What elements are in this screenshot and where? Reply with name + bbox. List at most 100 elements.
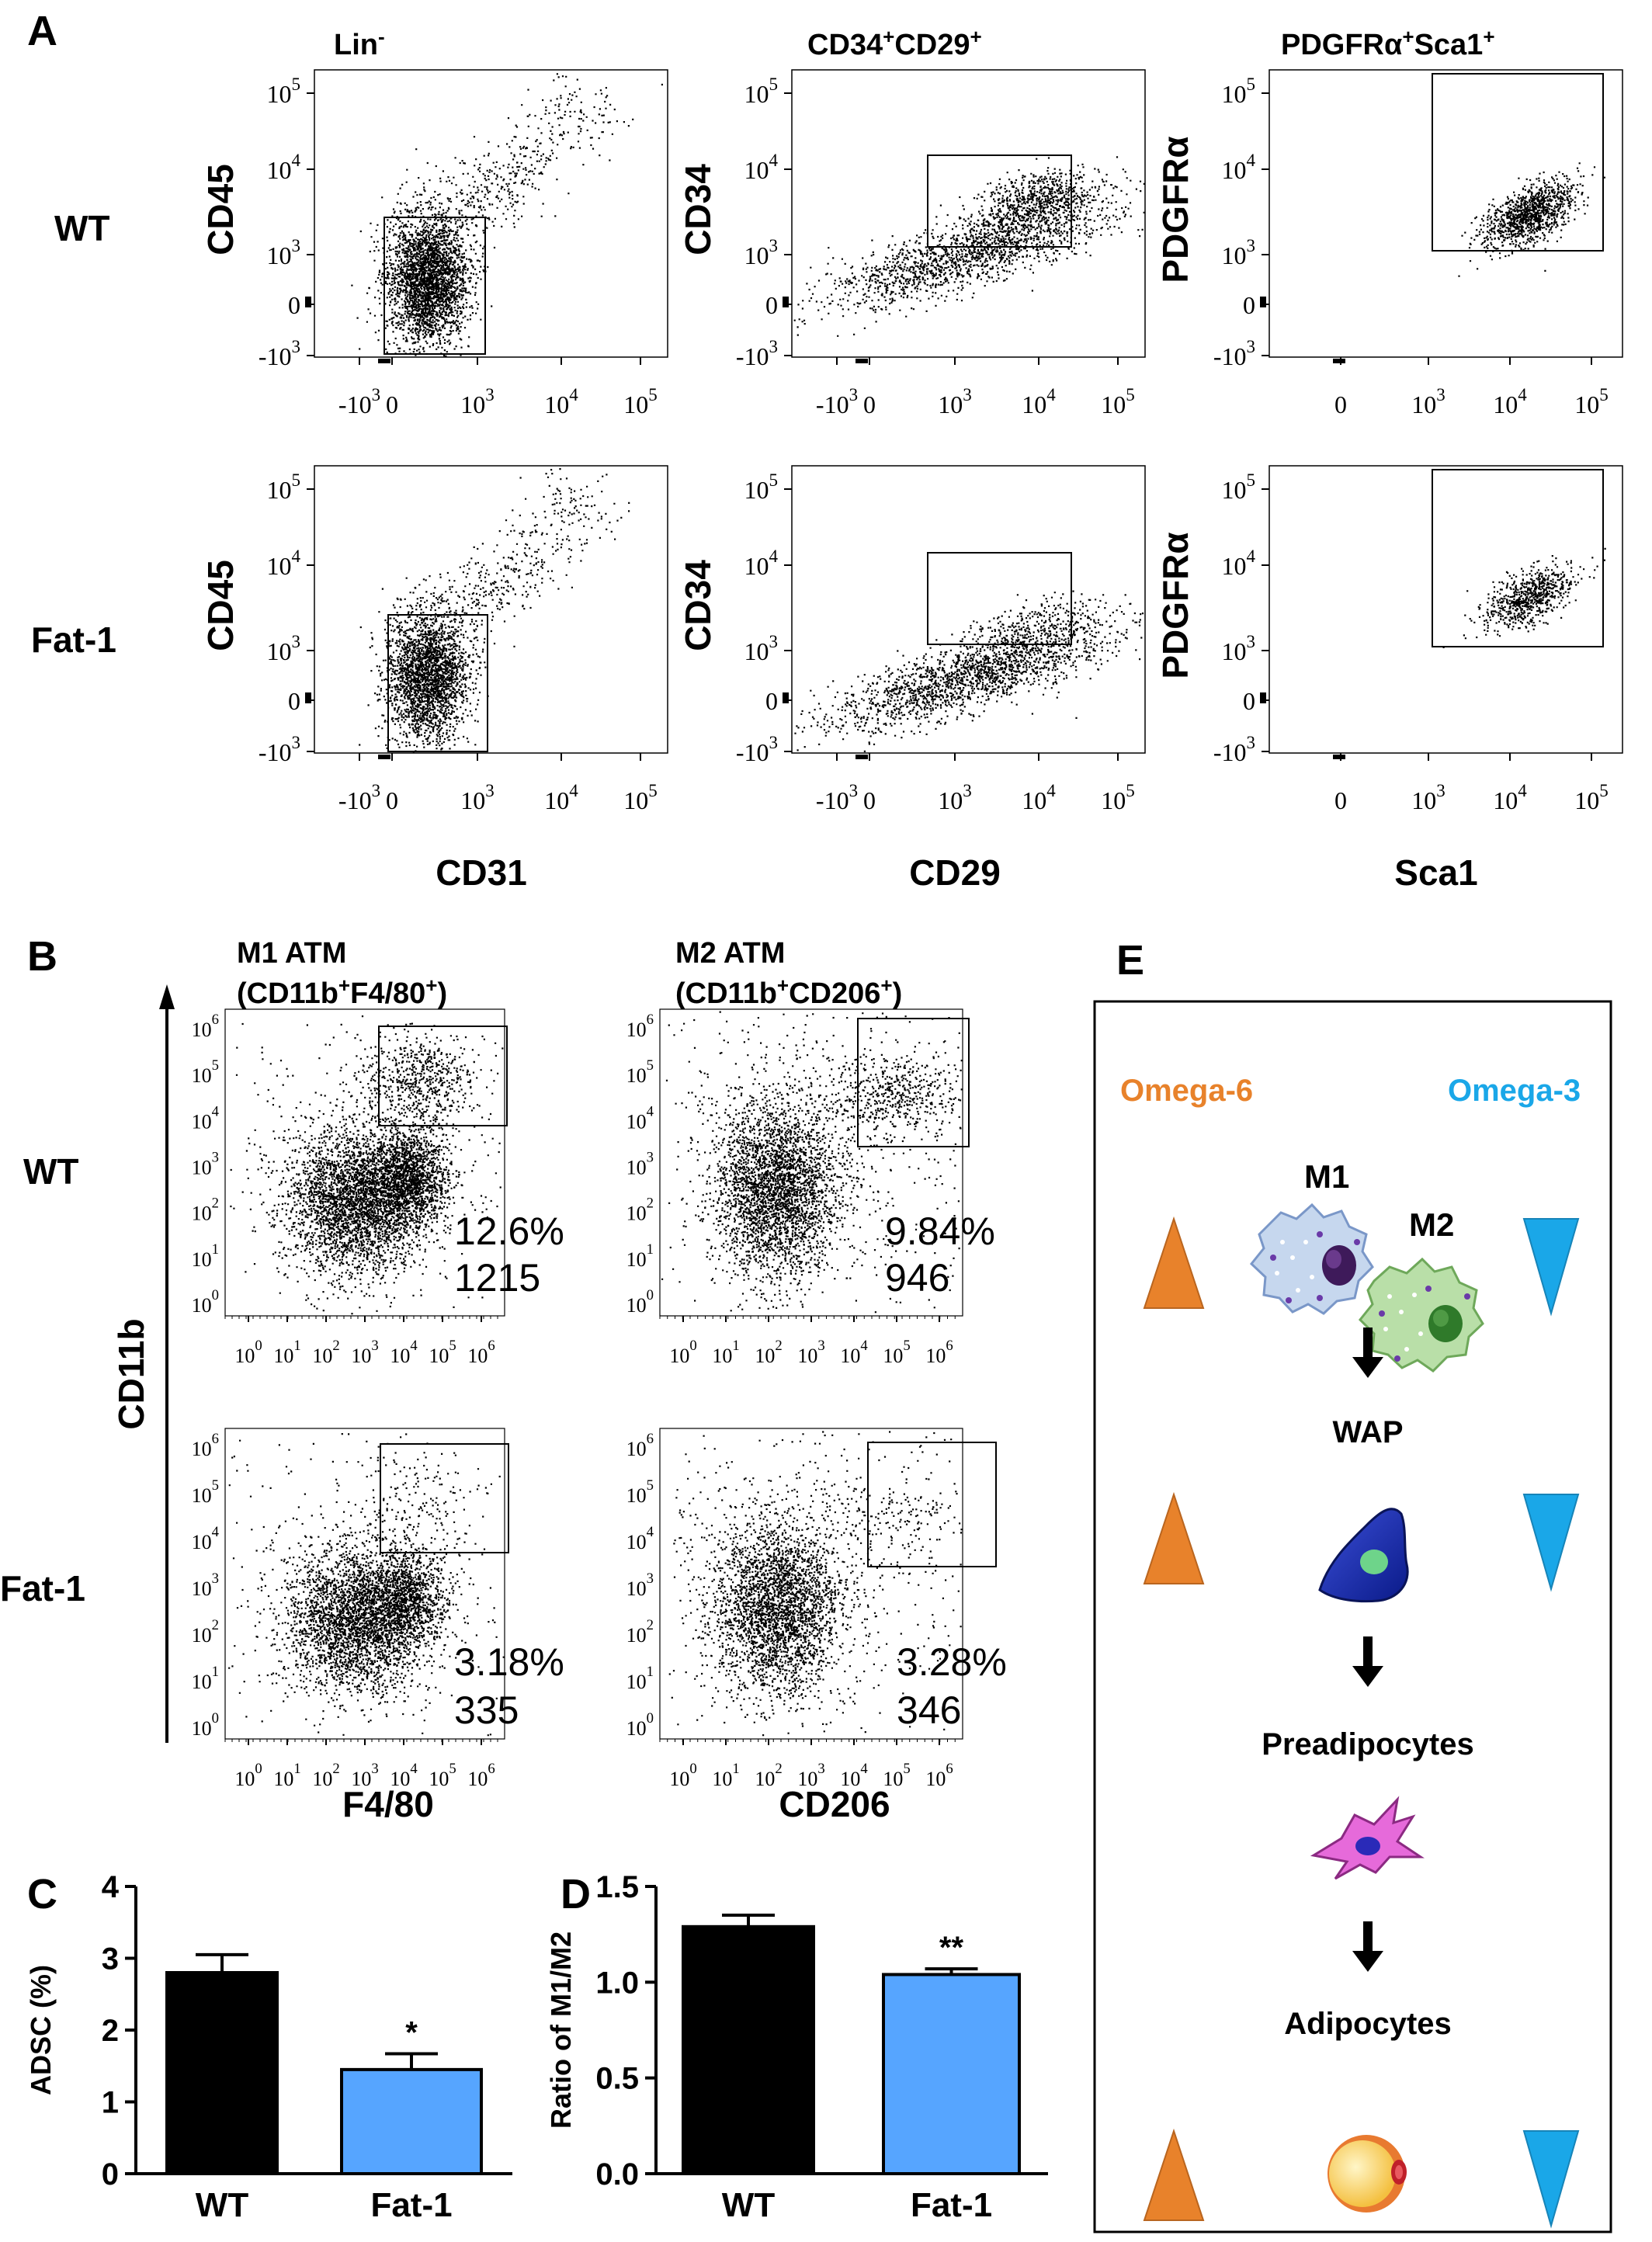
tick-exponent: 5 <box>1246 74 1255 94</box>
tick-base: 10 <box>883 1768 903 1790</box>
y-tick-label: 0 <box>765 291 778 319</box>
tick-base: 10 <box>266 80 291 108</box>
flow-dots <box>793 156 1145 337</box>
panel-b-wt-m2-percent: 9.84% <box>885 1210 995 1253</box>
tick-base: 10 <box>744 80 769 108</box>
x-tick-label: 105 <box>883 1761 910 1790</box>
tick-exponent: 3 <box>291 732 300 752</box>
y-tick-label: 102 <box>626 1617 654 1647</box>
tick-base: 10 <box>351 1768 371 1790</box>
tick-exponent: 5 <box>903 1338 910 1354</box>
x-tick-label: 103 <box>460 780 495 814</box>
tick-exponent: 3 <box>1246 336 1255 356</box>
tick-base: 10 <box>744 241 769 269</box>
x-tick-label: 100 <box>669 1338 696 1367</box>
tick-exponent: 3 <box>291 336 300 356</box>
tick-exponent: 3 <box>1246 631 1255 651</box>
x-tick-label: 103 <box>460 384 495 418</box>
x-tick-label: 0 <box>386 390 398 418</box>
tick-base: 10 <box>1022 786 1046 814</box>
x-tick-label: -103 <box>338 384 380 418</box>
tick-exponent: 4 <box>647 1524 654 1540</box>
tick-exponent: 3 <box>1436 780 1446 800</box>
x-tick-label: 105 <box>1574 780 1609 814</box>
tick-base: 10 <box>626 1717 647 1740</box>
tick-base: 10 <box>1574 390 1599 418</box>
omega6-up-triangle-3 <box>1143 2128 1205 2221</box>
tick-base: 10 <box>626 1624 647 1647</box>
tick-exponent: 3 <box>291 631 300 651</box>
panel-b-row-label-wt: WT <box>23 1151 79 1192</box>
bar-chart-d: 0.0 0.5 1.0 1.5 Ratio of M1/M2 WT ** Fat-1 <box>545 1870 1048 2224</box>
panel-letter-e: E <box>1116 937 1144 984</box>
panel-b-title-m1-markers: (CD11b+F4/80+) <box>237 974 447 1010</box>
x-tick-label: 100 <box>234 1761 262 1790</box>
tick-base: 10 <box>192 1438 212 1460</box>
tick-exponent: 1 <box>647 1664 654 1680</box>
panel-b-fat1-m1-percent: 3.18% <box>454 1640 564 1684</box>
panel-a-title-lin: Lin- <box>334 25 385 61</box>
panel-a-ylabel-pdgfra-wt: PDGFRα <box>1155 136 1196 283</box>
y-tick-label: 104 <box>1221 150 1255 184</box>
y-tick-label: 3 <box>102 1942 119 1976</box>
tick-exponent: 0 <box>689 1761 696 1777</box>
y-tick-label: 105 <box>744 470 778 504</box>
tick-exponent: 4 <box>860 1761 868 1777</box>
y-tick-label: -103 <box>736 336 778 370</box>
x-tick-label: 100 <box>234 1338 262 1367</box>
tick-exponent: 5 <box>449 1338 456 1354</box>
flow-dots <box>668 1431 963 1737</box>
tick-base: 10 <box>460 390 485 418</box>
tick-base: 0 <box>863 786 876 814</box>
tick-base: 10 <box>1221 80 1246 108</box>
x-tick-label: 103 <box>1411 384 1446 418</box>
tick-base: 10 <box>712 1768 732 1790</box>
x-tick-label: 104 <box>1493 780 1527 814</box>
flow-dots <box>228 1433 505 1737</box>
tick-base: 0 <box>1334 390 1347 418</box>
significance-mark: ** <box>939 1931 964 1965</box>
tick-exponent: 5 <box>1126 780 1135 800</box>
tick-exponent: 5 <box>291 74 300 94</box>
panel-b-title-m2-markers: (CD11b+CD206+) <box>675 974 902 1010</box>
tick-base: 10 <box>192 1484 212 1507</box>
panel-a-xlabel-cd31: CD31 <box>436 852 527 893</box>
y-tick-label: -103 <box>259 732 300 766</box>
x-tick-label: 103 <box>351 1338 378 1367</box>
tick-base: 10 <box>755 1768 775 1790</box>
tick-base: 10 <box>669 1768 689 1790</box>
tick-exponent: 4 <box>1246 546 1255 566</box>
tick-exponent: 6 <box>212 1012 219 1028</box>
bar-fat-1 <box>340 2067 483 2175</box>
tick-exponent: 3 <box>849 780 859 800</box>
y-tick-label: 1 <box>102 2086 119 2120</box>
tick-exponent: 5 <box>1246 470 1255 490</box>
panel-letter-c: C <box>27 1871 57 1918</box>
axis-marker <box>1260 692 1266 703</box>
flow-dots <box>1442 547 1606 648</box>
panel-a-ylabel-cd34-wt: CD34 <box>678 164 718 255</box>
plot-frame <box>791 69 1146 358</box>
tick-exponent: 2 <box>212 1617 219 1633</box>
panel-e-wap-label: WAP <box>1332 1415 1403 1449</box>
tick-base: -10 <box>259 342 292 370</box>
tick-exponent: 4 <box>291 546 300 566</box>
tick-exponent: 4 <box>1246 150 1255 170</box>
tick-base: 10 <box>390 1768 410 1790</box>
panel-a-xlabel-sca1: Sca1 <box>1394 852 1477 893</box>
x-tick-label: 102 <box>312 1338 339 1367</box>
flow-dots <box>351 73 663 357</box>
tick-base: -10 <box>259 738 292 766</box>
tick-base: 10 <box>623 390 648 418</box>
flow-dots <box>359 468 630 753</box>
tick-exponent: 5 <box>449 1761 456 1777</box>
x-tick-label: 104 <box>1022 384 1056 418</box>
gate-box <box>1432 73 1604 252</box>
x-tick-label: 100 <box>669 1761 696 1790</box>
y-tick-label: 105 <box>192 1477 219 1507</box>
y-tick-label: 103 <box>1221 631 1255 665</box>
y-tick-label: 106 <box>626 1012 654 1041</box>
tick-base: 10 <box>192 1019 212 1041</box>
